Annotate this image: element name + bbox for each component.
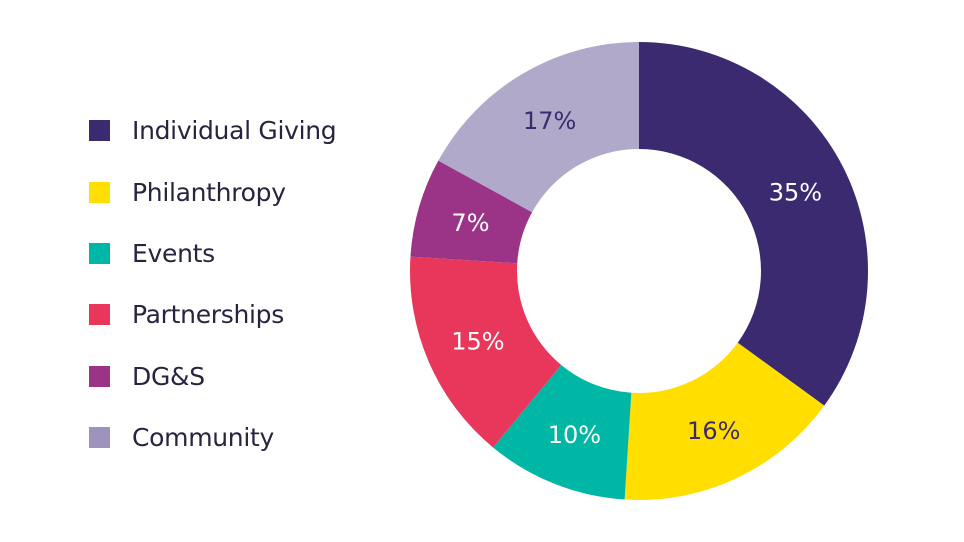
legend-label: Individual Giving	[132, 116, 337, 146]
legend-item: Partnerships	[89, 284, 336, 345]
donut-slice	[438, 42, 639, 213]
donut-slice	[624, 342, 825, 501]
legend-swatch	[89, 427, 110, 449]
donut-slice	[493, 365, 632, 500]
legend-label: Community	[132, 423, 274, 453]
slice-label: 17%	[523, 107, 576, 135]
legend-item: Events	[89, 223, 336, 284]
legend-label: Philanthropy	[132, 177, 286, 207]
donut-slice	[639, 42, 868, 406]
legend-swatch	[89, 120, 110, 142]
chart-legend: Individual Giving Philanthropy Events Partn…	[89, 100, 337, 468]
slice-label: 15%	[451, 328, 504, 356]
legend-label: Partnerships	[132, 300, 284, 330]
legend-swatch	[89, 181, 110, 203]
legend-label: DG&S	[132, 361, 205, 391]
legend-item: Philanthropy	[89, 161, 336, 222]
slice-label: 10%	[548, 421, 601, 449]
slice-label: 7%	[451, 209, 489, 237]
slice-label: 16%	[687, 417, 740, 445]
slice-label: 35%	[769, 178, 822, 206]
legend-swatch	[89, 242, 110, 264]
legend-label: Events	[132, 238, 215, 268]
legend-swatch	[89, 365, 110, 387]
legend-item: DG&S	[89, 346, 336, 407]
legend-swatch	[89, 304, 110, 326]
legend-item: Individual Giving	[89, 100, 337, 161]
legend-item: Community	[89, 407, 336, 468]
donut-slice	[410, 160, 533, 264]
donut-slice	[409, 256, 562, 448]
